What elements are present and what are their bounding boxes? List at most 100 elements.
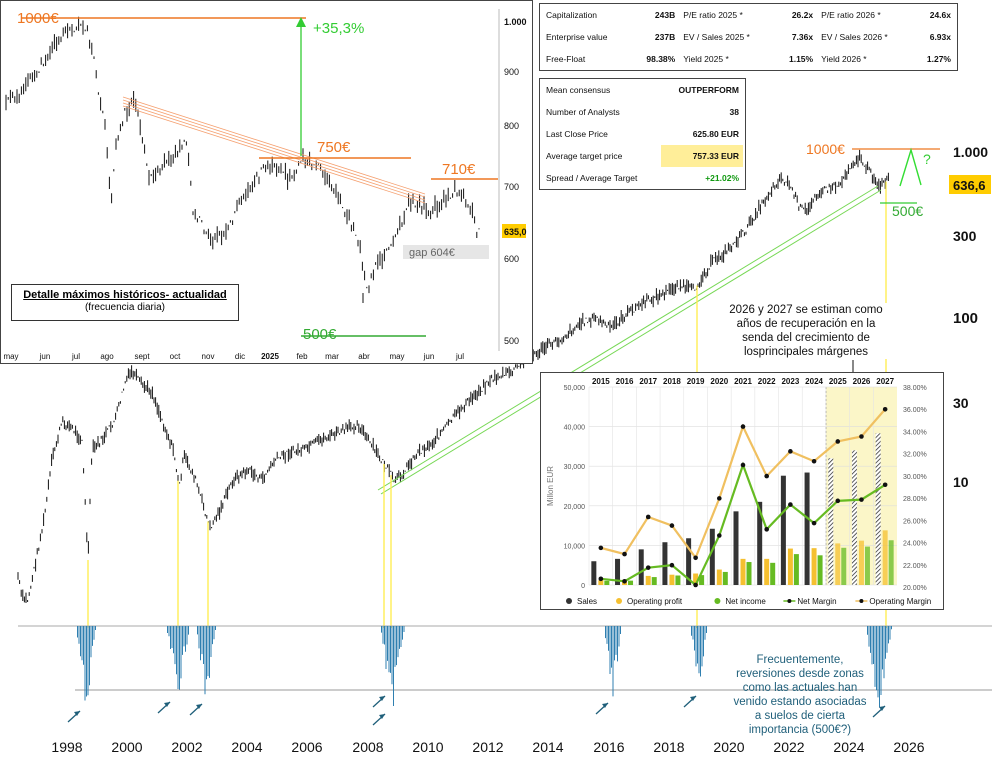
y2-tick-label: 24.00%	[903, 541, 927, 548]
valuation-row: Capitalization 243B P/E ratio 2025 * 26.2x P…	[542, 4, 955, 26]
y-tick-label: 1.000	[953, 144, 988, 160]
point-operating-margin	[859, 434, 864, 439]
valuation-label: Yield 2026 *	[821, 54, 867, 64]
x-tick-label: 2010	[412, 739, 443, 755]
fundamentals-chart-panel: 50,000 40,000 30,000 20,000 10,000 0 38.00% 36.…	[540, 372, 944, 610]
recovery-note: 2026 y 2027 se estiman como años de recu…	[725, 303, 887, 359]
bar-net-income	[770, 562, 776, 585]
bar-operating-profit	[598, 580, 604, 585]
valuation-label: Enterprise value	[546, 32, 608, 42]
bar-sales	[757, 501, 763, 585]
bar-operating-profit	[669, 574, 675, 585]
pointer-arrow-head	[690, 696, 696, 701]
bar-sales	[851, 450, 857, 585]
y-tick-label: 40,000	[564, 425, 586, 432]
y2-tick-label: 32.00%	[903, 452, 927, 459]
legend-marker	[566, 598, 572, 604]
inset-y-tick: 1.000	[504, 17, 527, 27]
inset-gap-label: gap 604€	[409, 247, 455, 259]
inset-y-tick: 800	[504, 121, 519, 131]
y-tick-label: 0	[581, 583, 585, 590]
bar-operating-profit	[882, 530, 888, 585]
x-tick-label: 2020	[713, 739, 744, 755]
point-operating-margin	[598, 545, 604, 551]
pointer-arrow-head	[379, 714, 385, 719]
category-label: 2022	[758, 377, 776, 386]
inset-trend-channel-line	[122, 102, 426, 201]
inset-label-710: 710€	[442, 161, 476, 178]
legend-marker-dot	[859, 599, 864, 603]
bar-operating-profit	[858, 540, 864, 585]
inset-x-tick: mar	[325, 352, 339, 361]
projection-zigzag	[899, 147, 922, 187]
valuation-value: 7.36x	[791, 32, 814, 42]
bar-sales	[733, 511, 739, 585]
inset-x-tick: jul	[71, 352, 80, 361]
valuation-label: Free-Float	[546, 54, 586, 64]
bar-net-income	[675, 575, 681, 585]
inset-trend-channel-line	[122, 105, 426, 204]
bar-sales	[638, 549, 644, 585]
point-net-margin	[882, 482, 888, 488]
point-operating-margin	[788, 449, 793, 454]
inset-x-tick: dic	[235, 352, 245, 361]
inset-last-price: 635,0	[504, 227, 527, 237]
category-label: 2027	[876, 377, 894, 386]
reversal-note: Frecuentemente, reversiones desde zonas …	[733, 654, 867, 736]
y-tick-label: 100	[953, 310, 978, 327]
bar-net-income	[793, 554, 799, 585]
consensus-row: Spread / Average Target +21.02%	[542, 167, 743, 189]
inset-y-tick: 500	[504, 336, 519, 346]
x-tick-label: 2026	[893, 739, 924, 755]
bar-sales	[615, 558, 621, 585]
category-label: 2015	[592, 377, 610, 386]
consensus-value: 38	[729, 107, 739, 117]
y-axis-title: Millon EUR	[546, 466, 555, 506]
y2-tick-label: 26.00%	[903, 518, 927, 525]
consensus-value: +21.02%	[705, 173, 739, 183]
bar-net-income	[699, 575, 705, 585]
point-operating-margin	[717, 496, 722, 501]
consensus-label: Number of Analysts	[546, 107, 620, 117]
pointer-arrow-head	[879, 706, 885, 711]
valuation-table: Capitalization 243B P/E ratio 2025 * 26.2x P…	[542, 4, 955, 70]
bar-net-income	[651, 577, 657, 585]
drawdown-histogram-cluster	[691, 626, 707, 677]
inset-subtitle: (frecuencia diaria)	[84, 302, 166, 313]
x-tick-label: 2022	[773, 739, 804, 755]
inset-x-tick: jun	[423, 352, 435, 361]
consensus-label: Last Close Price	[546, 129, 608, 139]
inset-x-tick: ago	[100, 352, 114, 361]
y-tick-label: 300	[953, 228, 977, 244]
x-tick-label: 2006	[291, 739, 322, 755]
consensus-label: Spread / Average Target	[546, 173, 638, 183]
detail-inset-chart: 1000€ 750€ 710€ 500€ +35,3% gap 604€ 635,0 1.00…	[0, 0, 533, 364]
bar-net-income	[604, 580, 610, 585]
inset-trend-channel-line	[122, 96, 426, 195]
x-tick-label: 2014	[532, 739, 563, 755]
drawdown-histogram-cluster	[167, 626, 189, 690]
category-label: 2023	[781, 377, 799, 386]
valuation-value: 98.38%	[646, 54, 676, 64]
drawdown-histogram-cluster	[197, 626, 216, 695]
valuation-value: 6.93x	[929, 32, 951, 42]
bar-sales	[662, 542, 668, 585]
price-bars	[17, 149, 889, 603]
valuation-value: 1.27%	[926, 54, 951, 64]
consensus-row: Last Close Price 625.80 EUR	[542, 123, 743, 145]
question-mark: ?	[923, 151, 931, 167]
point-net-margin	[811, 520, 817, 526]
legend-label: Net income	[725, 597, 766, 606]
valuation-value: 1.15%	[788, 54, 814, 64]
valuation-panel: Capitalization 243B P/E ratio 2025 * 26.2x P…	[539, 3, 958, 71]
inset-x-tick: jun	[39, 352, 51, 361]
bar-net-income	[628, 580, 634, 585]
category-label: 2019	[687, 377, 705, 386]
consensus-row: Mean consensus OUTPERFORM	[542, 79, 743, 101]
pointer-arrow-head	[164, 702, 170, 707]
legend-label: Sales	[577, 597, 597, 606]
bar-net-income	[864, 546, 870, 585]
inset-y-tick: 600	[504, 254, 519, 264]
consensus-value: 625.80 EUR	[692, 129, 739, 139]
detail-inset-svg: 1000€ 750€ 710€ 500€ +35,3% gap 604€ 635,0 1.00…	[3, 9, 527, 361]
